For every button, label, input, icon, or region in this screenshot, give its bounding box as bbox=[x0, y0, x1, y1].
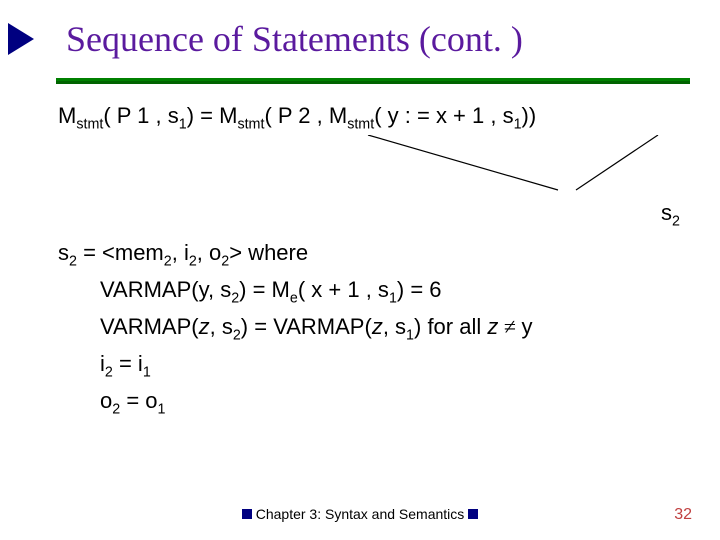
l4-b: = i bbox=[113, 351, 143, 376]
l1-c: , i bbox=[172, 240, 189, 265]
def-line-4: i2 = i1 bbox=[58, 347, 690, 384]
l3-d: , s bbox=[383, 314, 406, 339]
footer-text: Chapter 3: Syntax and Semantics bbox=[256, 506, 465, 522]
l4-asub: 2 bbox=[105, 364, 113, 380]
eq1-t6: )) bbox=[522, 103, 537, 128]
def-line-1: s2 = <mem2, i2, o2> where bbox=[58, 236, 690, 273]
l2-b: ) = M bbox=[239, 277, 290, 302]
eq1-sub5: 1 bbox=[514, 116, 522, 132]
l3-a: VARMAP( bbox=[100, 314, 199, 339]
eq1-t5: ( y : = x + 1 , s bbox=[374, 103, 513, 128]
slide-title: Sequence of Statements (cont. ) bbox=[66, 18, 523, 60]
s2-sub: 2 bbox=[672, 213, 680, 229]
def-line-3: VARMAP(z, s2) = VARMAP(z, s1) for all z … bbox=[58, 310, 690, 347]
bullet-marker-icon bbox=[8, 23, 34, 55]
l3-y: y bbox=[521, 314, 532, 339]
l3-c: ) = VARMAP( bbox=[241, 314, 372, 339]
eq1-sub2: 1 bbox=[179, 116, 187, 132]
l1-a: s bbox=[58, 240, 69, 265]
footer-square-icon bbox=[468, 509, 478, 519]
slide: Sequence of Statements (cont. ) Mstmt( P… bbox=[0, 0, 720, 540]
l2-c: ( x + 1 , s bbox=[298, 277, 389, 302]
equation-1-text: Mstmt( P 1 , s1) = Mstmt( P 2 , Mstmt( y… bbox=[58, 100, 690, 135]
l4-bsub: 1 bbox=[143, 364, 151, 380]
l1-asub: 2 bbox=[69, 253, 77, 269]
l1-d: , o bbox=[197, 240, 221, 265]
footer: Chapter 3: Syntax and Semantics bbox=[0, 506, 720, 522]
footer-square-icon bbox=[242, 509, 252, 519]
l5-a: o bbox=[100, 388, 112, 413]
def-line-5: o2 = o1 bbox=[58, 384, 690, 421]
l3-neq: ≠ bbox=[498, 314, 521, 339]
l5-b: = o bbox=[120, 388, 157, 413]
eq1-t3: ) = M bbox=[187, 103, 238, 128]
definition-block: s2 = <mem2, i2, o2> where VARMAP(y, s2) … bbox=[58, 236, 690, 421]
l5-bsub: 1 bbox=[158, 401, 166, 417]
l1-bsub: 2 bbox=[164, 253, 172, 269]
l3-z2: z bbox=[372, 314, 383, 339]
def-line-2: VARMAP(y, s2) = Me( x + 1 , s1) = 6 bbox=[58, 273, 690, 310]
slide-header: Sequence of Statements (cont. ) bbox=[8, 18, 523, 60]
l5-asub: 2 bbox=[112, 401, 120, 417]
s2-label: s2 bbox=[661, 200, 680, 229]
eq1-t2: ( P 1 , s bbox=[103, 103, 178, 128]
l3-dsub: 1 bbox=[406, 327, 414, 343]
l2-csub: 1 bbox=[389, 290, 397, 306]
eq1-sub3: stmt bbox=[237, 116, 264, 132]
l2-a: VARMAP(y, s bbox=[100, 277, 231, 302]
l1-e: > where bbox=[229, 240, 308, 265]
l1-csub: 2 bbox=[189, 253, 197, 269]
l2-bsub: e bbox=[290, 290, 298, 306]
l3-e: ) for all bbox=[414, 314, 487, 339]
eq1-sub4: stmt bbox=[347, 116, 374, 132]
l1-b: = <mem bbox=[77, 240, 164, 265]
equation-line-1: Mstmt( P 1 , s1) = Mstmt( P 2 , Mstmt( y… bbox=[58, 100, 690, 135]
l3-bsub: 2 bbox=[233, 327, 241, 343]
divider-rule bbox=[56, 78, 690, 84]
l2-asub: 2 bbox=[231, 290, 239, 306]
converge-lines-icon bbox=[58, 135, 688, 205]
s2-s: s bbox=[661, 200, 672, 225]
eq1-sub1: stmt bbox=[76, 116, 103, 132]
eq1-t4: ( P 2 , M bbox=[264, 103, 347, 128]
l3-z1: z bbox=[199, 314, 210, 339]
l2-d: ) = 6 bbox=[397, 277, 442, 302]
eq1-m1: M bbox=[58, 103, 76, 128]
l3-b: , s bbox=[210, 314, 233, 339]
page-number: 32 bbox=[674, 506, 692, 524]
l3-z3: z bbox=[487, 314, 498, 339]
